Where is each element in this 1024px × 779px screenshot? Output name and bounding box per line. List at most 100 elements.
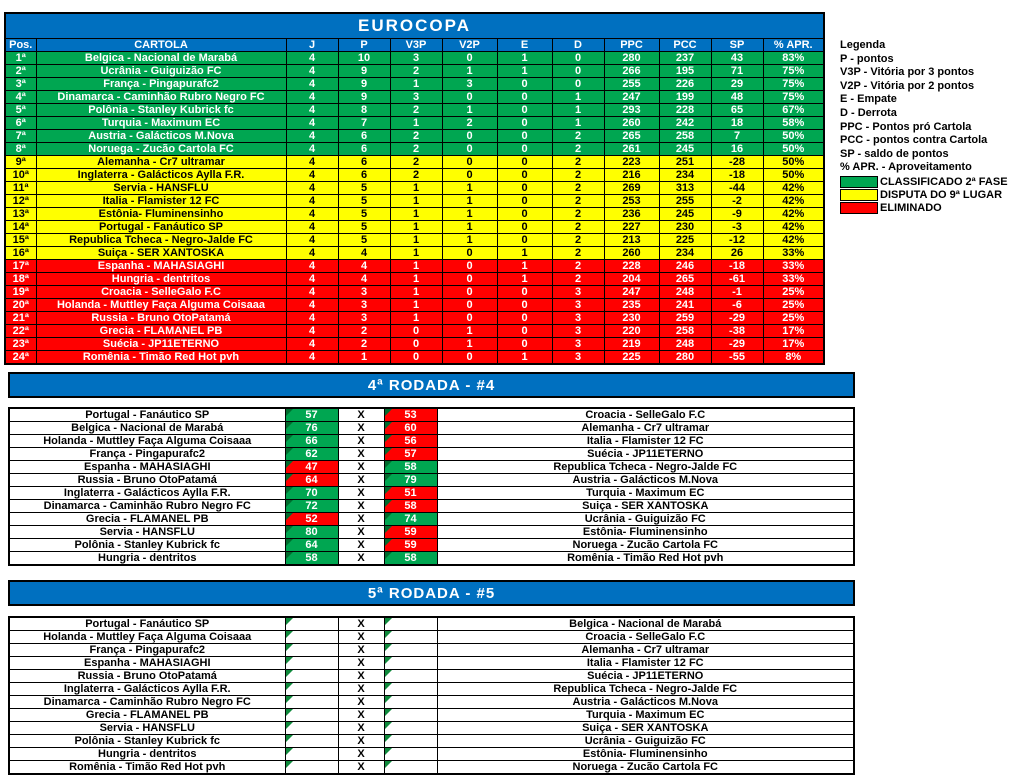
cell-pos[interactable]: 7ª xyxy=(4,129,37,143)
cell-e[interactable]: 0 xyxy=(496,116,553,130)
cell-apr[interactable]: 50% xyxy=(762,142,825,156)
cell-v2p[interactable]: 0 xyxy=(441,298,498,312)
cell-ppc[interactable]: 266 xyxy=(603,64,660,78)
cell-pos[interactable]: 21ª xyxy=(4,311,37,325)
cell-team[interactable]: Estônia- Fluminensinho xyxy=(35,207,287,221)
cell-sp[interactable]: -12 xyxy=(710,233,764,247)
match-home-team[interactable]: Belgica - Nacional de Marabá xyxy=(8,421,286,435)
cell-j[interactable]: 4 xyxy=(285,64,339,78)
match-away-team[interactable]: Estônia- Fluminensinho xyxy=(436,525,855,539)
match-home-team[interactable]: Servia - HANSFLU xyxy=(8,525,286,539)
match-away-team[interactable]: Alemanha - Cr7 ultramar xyxy=(436,643,855,657)
cell-ppc[interactable]: 255 xyxy=(603,77,660,91)
cell-v3p[interactable]: 1 xyxy=(389,207,443,221)
cell-team[interactable]: Hungria - dentritos xyxy=(35,272,287,286)
cell-v2p[interactable]: 0 xyxy=(441,285,498,299)
column-header-pcc[interactable]: PCC xyxy=(658,38,712,52)
match-separator[interactable]: X xyxy=(337,721,385,735)
cell-team[interactable]: Servia - HANSFLU xyxy=(35,181,287,195)
cell-e[interactable]: 0 xyxy=(496,233,553,247)
match-away-team[interactable]: Suiça - SER XANTOSKA xyxy=(436,499,855,513)
cell-pcc[interactable]: 241 xyxy=(658,298,712,312)
cell-p[interactable]: 5 xyxy=(337,233,391,247)
match-home-score[interactable] xyxy=(284,760,339,775)
cell-j[interactable]: 4 xyxy=(285,324,339,338)
cell-pos[interactable]: 14ª xyxy=(4,220,37,234)
cell-ppc[interactable]: 293 xyxy=(603,103,660,117)
cell-v2p[interactable]: 0 xyxy=(441,311,498,325)
match-separator[interactable]: X xyxy=(337,407,385,422)
match-separator[interactable]: X xyxy=(337,473,385,487)
cell-ppc[interactable]: 247 xyxy=(603,90,660,104)
cell-team[interactable]: Noruega - Zucão Cartola FC xyxy=(35,142,287,156)
cell-p[interactable]: 6 xyxy=(337,129,391,143)
cell-v2p[interactable]: 0 xyxy=(441,272,498,286)
cell-sp[interactable]: 48 xyxy=(710,90,764,104)
match-home-score[interactable]: 80 xyxy=(284,525,339,539)
cell-d[interactable]: 2 xyxy=(551,220,605,234)
cell-p[interactable]: 5 xyxy=(337,220,391,234)
column-header-ppc[interactable]: PPC xyxy=(603,38,660,52)
cell-v2p[interactable]: 0 xyxy=(441,350,498,365)
match-home-score[interactable]: 47 xyxy=(284,460,339,474)
cell-sp[interactable]: -6 xyxy=(710,298,764,312)
cell-d[interactable]: 2 xyxy=(551,168,605,182)
cell-v3p[interactable]: 1 xyxy=(389,220,443,234)
cell-d[interactable]: 3 xyxy=(551,324,605,338)
match-away-score[interactable] xyxy=(383,682,438,696)
cell-v3p[interactable]: 1 xyxy=(389,246,443,260)
cell-j[interactable]: 4 xyxy=(285,181,339,195)
cell-j[interactable]: 4 xyxy=(285,51,339,65)
match-away-team[interactable]: Turquia - Maximum EC xyxy=(436,708,855,722)
cell-team[interactable]: Portugal - Fanáutico SP xyxy=(35,220,287,234)
match-away-score[interactable] xyxy=(383,734,438,748)
match-away-score[interactable]: 79 xyxy=(383,473,438,487)
cell-d[interactable]: 3 xyxy=(551,298,605,312)
cell-j[interactable]: 4 xyxy=(285,337,339,351)
match-home-team[interactable]: Dinamarca - Caminhão Rubro Negro FC xyxy=(8,499,286,513)
cell-sp[interactable]: 29 xyxy=(710,77,764,91)
match-home-score[interactable]: 62 xyxy=(284,447,339,461)
cell-pcc[interactable]: 228 xyxy=(658,103,712,117)
cell-pos[interactable]: 22ª xyxy=(4,324,37,338)
cell-e[interactable]: 0 xyxy=(496,155,553,169)
column-header-v2p[interactable]: V2P xyxy=(441,38,498,52)
match-away-team[interactable]: Suiça - SER XANTOSKA xyxy=(436,721,855,735)
match-separator[interactable]: X xyxy=(337,734,385,748)
match-home-team[interactable]: Hungria - dentritos xyxy=(8,551,286,566)
cell-e[interactable]: 0 xyxy=(496,285,553,299)
cell-e[interactable]: 0 xyxy=(496,311,553,325)
cell-apr[interactable]: 50% xyxy=(762,129,825,143)
cell-sp[interactable]: -1 xyxy=(710,285,764,299)
cell-v3p[interactable]: 1 xyxy=(389,259,443,273)
cell-e[interactable]: 0 xyxy=(496,103,553,117)
cell-apr[interactable]: 8% xyxy=(762,350,825,365)
cell-ppc[interactable]: 265 xyxy=(603,129,660,143)
match-away-score[interactable] xyxy=(383,721,438,735)
match-away-score[interactable]: 58 xyxy=(383,551,438,566)
cell-sp[interactable]: -55 xyxy=(710,350,764,365)
cell-pcc[interactable]: 258 xyxy=(658,324,712,338)
cell-d[interactable]: 0 xyxy=(551,51,605,65)
cell-v3p[interactable]: 2 xyxy=(389,142,443,156)
match-separator[interactable]: X xyxy=(337,551,385,566)
cell-ppc[interactable]: 228 xyxy=(603,259,660,273)
match-away-score[interactable]: 53 xyxy=(383,407,438,422)
match-home-team[interactable]: Inglaterra - Galácticos Aylla F.R. xyxy=(8,682,286,696)
cell-v3p[interactable]: 2 xyxy=(389,103,443,117)
cell-pcc[interactable]: 280 xyxy=(658,350,712,365)
cell-ppc[interactable]: 227 xyxy=(603,220,660,234)
cell-pos[interactable]: 19ª xyxy=(4,285,37,299)
cell-p[interactable]: 5 xyxy=(337,194,391,208)
cell-ppc[interactable]: 247 xyxy=(603,285,660,299)
cell-team[interactable]: Suiça - SER XANTOSKA xyxy=(35,246,287,260)
cell-team[interactable]: Suécia - JP11ETERNO xyxy=(35,337,287,351)
match-away-score[interactable]: 58 xyxy=(383,499,438,513)
cell-ppc[interactable]: 225 xyxy=(603,350,660,365)
cell-team[interactable]: Ucrânia - Guiguizão FC xyxy=(35,64,287,78)
cell-team[interactable]: Italia - Flamister 12 FC xyxy=(35,194,287,208)
match-separator[interactable]: X xyxy=(337,486,385,500)
cell-sp[interactable]: -9 xyxy=(710,207,764,221)
cell-p[interactable]: 4 xyxy=(337,246,391,260)
cell-sp[interactable]: 7 xyxy=(710,129,764,143)
